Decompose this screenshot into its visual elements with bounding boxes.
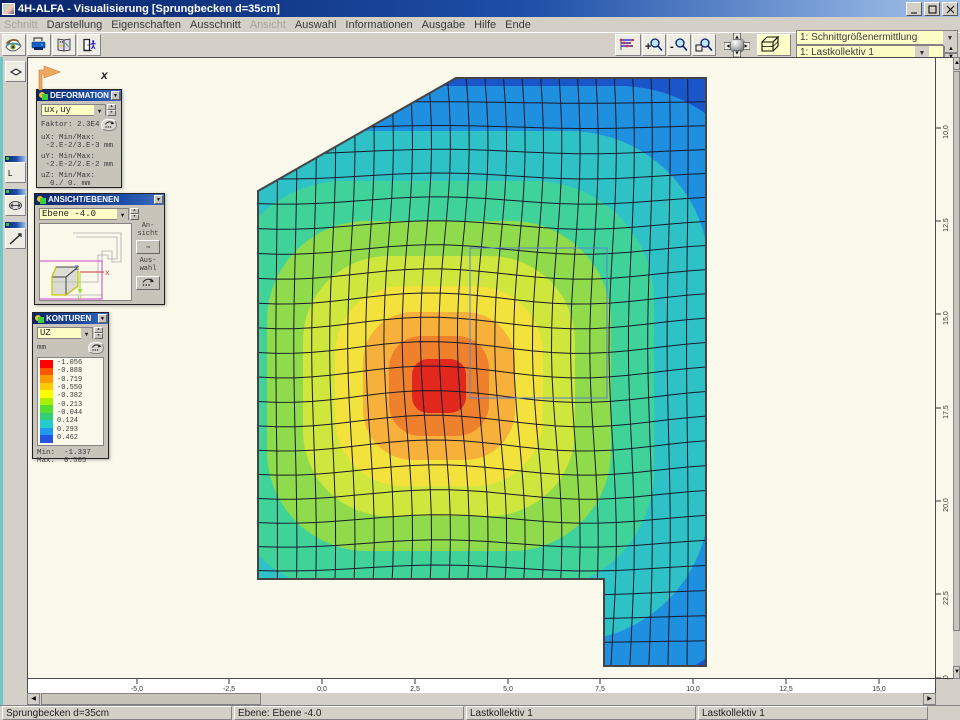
- svg-text:12,5: 12,5: [943, 218, 950, 232]
- svg-text:7,5: 7,5: [595, 686, 605, 693]
- svg-text:25,0: 25,0: [943, 675, 950, 680]
- svg-text:y: y: [77, 294, 82, 301]
- svg-text:2,5: 2,5: [410, 686, 420, 693]
- svg-text:z: z: [74, 264, 79, 273]
- svg-text:0,0: 0,0: [317, 686, 327, 693]
- svg-text:5,0: 5,0: [503, 686, 513, 693]
- svg-text:20,0: 20,0: [943, 498, 950, 512]
- svg-text:10,0: 10,0: [686, 686, 700, 693]
- svg-text:L: L: [8, 169, 13, 178]
- svg-text:-5,0: -5,0: [131, 686, 143, 693]
- svg-text:-2,5: -2,5: [223, 686, 235, 693]
- svg-text:22,5: 22,5: [943, 591, 950, 605]
- svg-text:17,5: 17,5: [943, 405, 950, 419]
- svg-text:x: x: [105, 269, 110, 278]
- svg-text:15,0: 15,0: [943, 311, 950, 325]
- svg-text:12,5: 12,5: [779, 686, 793, 693]
- svg-text:10,0: 10,0: [943, 125, 950, 139]
- svg-text:15,0: 15,0: [872, 686, 886, 693]
- svg-text:-: -: [670, 41, 674, 53]
